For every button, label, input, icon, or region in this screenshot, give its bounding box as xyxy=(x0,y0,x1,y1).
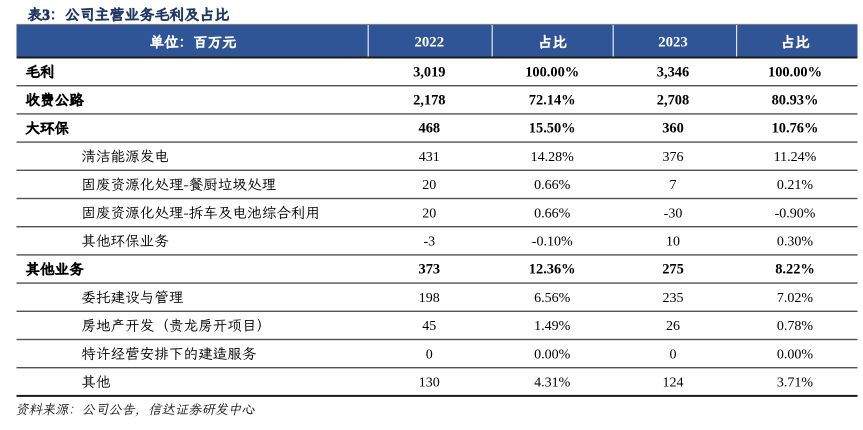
svg-text:10: 10 xyxy=(666,235,680,250)
svg-text:20: 20 xyxy=(422,206,436,221)
svg-text:0.30%: 0.30% xyxy=(777,235,814,250)
svg-text:11.24%: 11.24% xyxy=(774,150,817,165)
svg-text:0: 0 xyxy=(426,347,433,362)
svg-text:0.78%: 0.78% xyxy=(777,319,814,334)
svg-text:3.71%: 3.71% xyxy=(777,376,814,391)
svg-text:0.66%: 0.66% xyxy=(534,178,571,193)
svg-text:468: 468 xyxy=(419,121,441,137)
svg-text:72.14%: 72.14% xyxy=(529,93,576,109)
svg-text:376: 376 xyxy=(663,150,684,165)
svg-text:130: 130 xyxy=(419,376,440,391)
svg-text:275: 275 xyxy=(662,262,684,278)
svg-text:0.21%: 0.21% xyxy=(777,178,814,193)
svg-text:26: 26 xyxy=(666,319,680,334)
svg-text:-30: -30 xyxy=(664,206,683,221)
svg-text:2,708: 2,708 xyxy=(657,93,689,109)
svg-text:20: 20 xyxy=(422,178,436,193)
svg-text:2023: 2023 xyxy=(658,35,688,51)
svg-text:2,178: 2,178 xyxy=(413,93,445,109)
svg-text:80.93%: 80.93% xyxy=(772,93,819,109)
svg-text:10.76%: 10.76% xyxy=(772,121,819,137)
svg-text:1.49%: 1.49% xyxy=(534,319,571,334)
svg-text:15.50%: 15.50% xyxy=(529,121,576,137)
svg-text:3,019: 3,019 xyxy=(413,64,445,80)
svg-text:0: 0 xyxy=(670,347,677,362)
svg-text:198: 198 xyxy=(419,291,440,306)
svg-text:100.00%: 100.00% xyxy=(768,64,822,80)
svg-text:6.56%: 6.56% xyxy=(534,291,571,306)
svg-text:431: 431 xyxy=(419,150,440,165)
svg-text:0.00%: 0.00% xyxy=(534,347,571,362)
svg-text:100.00%: 100.00% xyxy=(525,64,579,80)
svg-text:124: 124 xyxy=(663,376,684,391)
svg-text:-0.10%: -0.10% xyxy=(532,235,573,250)
svg-text:8.22%: 8.22% xyxy=(775,262,815,278)
svg-text:45: 45 xyxy=(422,319,436,334)
svg-text:-0.90%: -0.90% xyxy=(775,206,816,221)
svg-text:235: 235 xyxy=(663,291,684,306)
svg-text:7: 7 xyxy=(670,178,677,193)
svg-text:360: 360 xyxy=(662,121,684,137)
svg-text:-3: -3 xyxy=(423,235,435,250)
svg-text:4.31%: 4.31% xyxy=(534,376,571,391)
svg-text:12.36%: 12.36% xyxy=(529,262,576,278)
svg-text:3,346: 3,346 xyxy=(657,64,689,80)
svg-text:373: 373 xyxy=(419,262,441,278)
svg-text:7.02%: 7.02% xyxy=(777,291,814,306)
svg-text:2022: 2022 xyxy=(415,35,445,51)
svg-text:0.00%: 0.00% xyxy=(777,347,814,362)
svg-text:14.28%: 14.28% xyxy=(531,150,575,165)
svg-text:0.66%: 0.66% xyxy=(534,206,571,221)
